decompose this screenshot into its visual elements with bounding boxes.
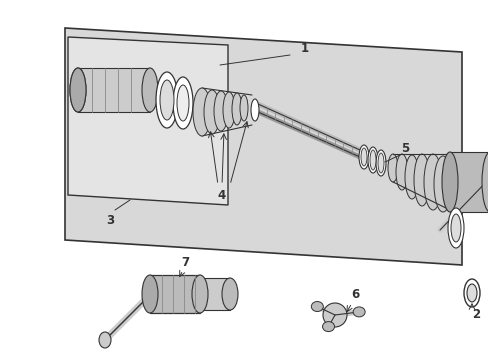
Ellipse shape bbox=[203, 90, 220, 134]
Ellipse shape bbox=[404, 155, 418, 199]
Text: 3: 3 bbox=[106, 213, 114, 226]
Ellipse shape bbox=[433, 156, 451, 212]
Ellipse shape bbox=[322, 321, 334, 332]
Ellipse shape bbox=[369, 150, 375, 170]
Ellipse shape bbox=[481, 152, 488, 212]
Ellipse shape bbox=[214, 91, 227, 131]
Ellipse shape bbox=[99, 332, 111, 348]
Ellipse shape bbox=[375, 150, 385, 176]
Bar bbox=[78, 68, 150, 112]
Bar bbox=[200, 278, 229, 310]
Bar bbox=[449, 152, 488, 212]
Ellipse shape bbox=[450, 214, 460, 242]
Ellipse shape bbox=[360, 148, 366, 166]
Ellipse shape bbox=[323, 303, 346, 327]
Ellipse shape bbox=[377, 153, 383, 173]
Ellipse shape bbox=[441, 152, 457, 212]
Ellipse shape bbox=[222, 278, 238, 310]
Ellipse shape bbox=[387, 154, 397, 182]
Text: 4: 4 bbox=[218, 189, 225, 202]
Ellipse shape bbox=[423, 154, 441, 210]
Text: 1: 1 bbox=[300, 41, 308, 54]
Ellipse shape bbox=[70, 68, 86, 112]
Ellipse shape bbox=[367, 147, 377, 173]
Ellipse shape bbox=[177, 85, 189, 121]
Ellipse shape bbox=[358, 145, 368, 169]
Text: 6: 6 bbox=[350, 288, 358, 302]
Ellipse shape bbox=[156, 72, 178, 128]
Ellipse shape bbox=[231, 93, 242, 125]
Ellipse shape bbox=[447, 208, 463, 248]
Ellipse shape bbox=[311, 302, 323, 311]
Ellipse shape bbox=[142, 68, 158, 112]
Ellipse shape bbox=[463, 279, 479, 307]
Ellipse shape bbox=[223, 92, 235, 128]
Ellipse shape bbox=[192, 275, 207, 313]
Ellipse shape bbox=[160, 80, 174, 120]
Text: 7: 7 bbox=[181, 256, 189, 270]
Ellipse shape bbox=[70, 68, 86, 112]
Ellipse shape bbox=[466, 284, 476, 302]
Ellipse shape bbox=[250, 99, 259, 121]
Ellipse shape bbox=[413, 154, 429, 206]
Text: 2: 2 bbox=[471, 309, 479, 321]
Polygon shape bbox=[65, 28, 461, 265]
Ellipse shape bbox=[352, 307, 365, 317]
Ellipse shape bbox=[240, 95, 247, 121]
Polygon shape bbox=[68, 37, 227, 205]
Ellipse shape bbox=[193, 88, 210, 136]
Bar bbox=[150, 275, 200, 313]
Ellipse shape bbox=[173, 77, 193, 129]
Ellipse shape bbox=[142, 275, 158, 313]
Ellipse shape bbox=[395, 154, 407, 190]
Text: 5: 5 bbox=[400, 141, 408, 154]
